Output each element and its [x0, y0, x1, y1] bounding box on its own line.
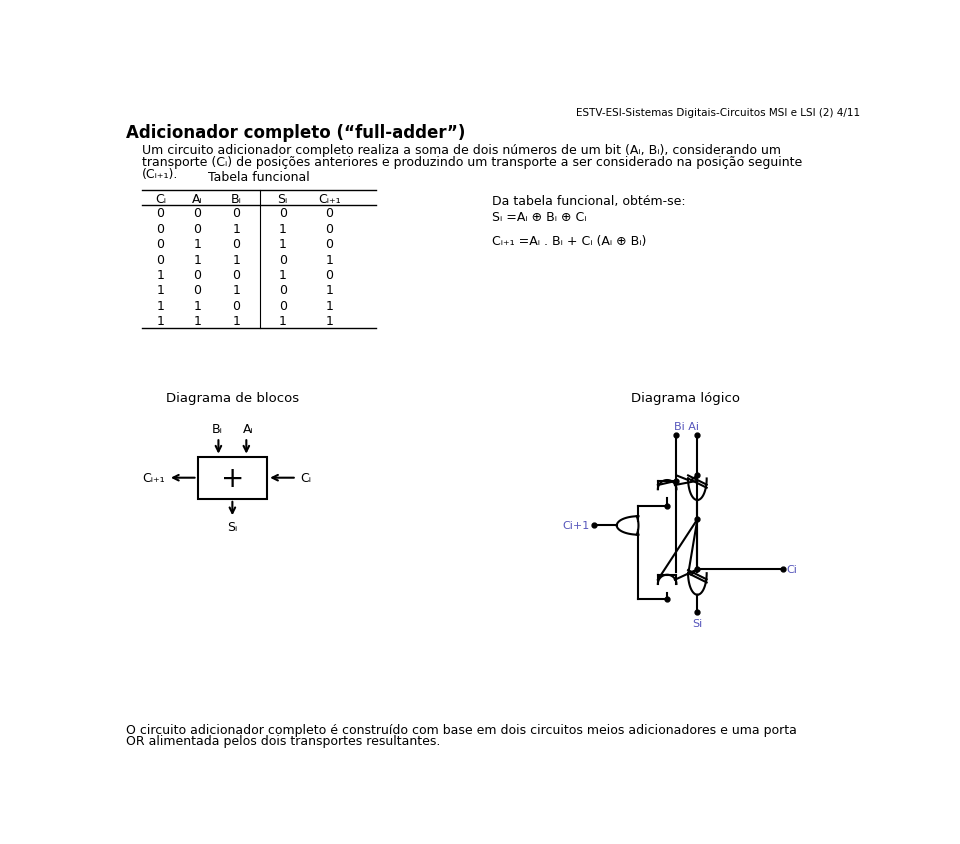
Text: 1: 1 [194, 300, 202, 312]
Text: Sᵢ: Sᵢ [228, 521, 237, 533]
Text: Cᵢ: Cᵢ [155, 192, 166, 205]
Text: 1: 1 [194, 253, 202, 266]
Text: OR alimentada pelos dois transportes resultantes.: OR alimentada pelos dois transportes res… [126, 734, 441, 747]
Text: 1: 1 [278, 238, 287, 251]
Text: Sᵢ: Sᵢ [277, 192, 288, 205]
Text: 1: 1 [156, 300, 164, 312]
Text: Cᵢ: Cᵢ [300, 472, 311, 484]
Text: transporte (Cᵢ) de posições anteriores e produzindo um transporte a ser consider: transporte (Cᵢ) de posições anteriores e… [142, 156, 802, 169]
Text: 1: 1 [232, 253, 240, 266]
Text: Diagrama de blocos: Diagrama de blocos [166, 392, 299, 405]
Text: Aᵢ: Aᵢ [243, 423, 253, 436]
Text: Bᵢ: Bᵢ [211, 423, 223, 436]
Text: Bi Ai: Bi Ai [675, 422, 700, 432]
Text: 0: 0 [278, 207, 287, 220]
Text: 1: 1 [278, 223, 287, 235]
Text: 0: 0 [278, 284, 287, 297]
Text: 0: 0 [156, 207, 164, 220]
Text: 1: 1 [156, 315, 164, 327]
Text: 0: 0 [232, 207, 240, 220]
Text: 0: 0 [325, 268, 333, 282]
Text: 0: 0 [194, 223, 202, 235]
Text: Diagrama lógico: Diagrama lógico [632, 392, 740, 405]
Text: Cᵢ₊₁ =Aᵢ . Bᵢ + Cᵢ (Aᵢ ⊕ Bᵢ): Cᵢ₊₁ =Aᵢ . Bᵢ + Cᵢ (Aᵢ ⊕ Bᵢ) [492, 235, 646, 248]
Text: 1: 1 [232, 223, 240, 235]
Text: Sᵢ =Aᵢ ⊕ Bᵢ ⊕ Cᵢ: Sᵢ =Aᵢ ⊕ Bᵢ ⊕ Cᵢ [492, 210, 587, 224]
Text: 0: 0 [278, 253, 287, 266]
Text: Tabela funcional: Tabela funcional [208, 170, 309, 184]
Text: 0: 0 [232, 300, 240, 312]
Text: 0: 0 [325, 207, 333, 220]
Text: 1: 1 [278, 315, 287, 327]
Text: 1: 1 [325, 300, 333, 312]
Text: 1: 1 [232, 284, 240, 297]
Text: Aᵢ: Aᵢ [192, 192, 203, 205]
Text: ESTV-ESI-Sistemas Digitais-Circuitos MSI e LSI (2) 4/11: ESTV-ESI-Sistemas Digitais-Circuitos MSI… [576, 107, 860, 117]
Text: 0: 0 [325, 238, 333, 251]
Text: +: + [221, 464, 244, 492]
Text: 0: 0 [156, 223, 164, 235]
Text: 0: 0 [194, 268, 202, 282]
Text: 1: 1 [194, 238, 202, 251]
Text: Adicionador completo (“full-adder”): Adicionador completo (“full-adder”) [126, 124, 466, 143]
Text: 1: 1 [325, 284, 333, 297]
Text: 0: 0 [156, 238, 164, 251]
Text: 0: 0 [156, 253, 164, 266]
Text: 1: 1 [194, 315, 202, 327]
Text: 0: 0 [232, 268, 240, 282]
Bar [198, 457, 267, 500]
Text: 1: 1 [156, 284, 164, 297]
Text: 0: 0 [278, 300, 287, 312]
Text: 1: 1 [325, 253, 333, 266]
Text: 0: 0 [232, 238, 240, 251]
Text: 0: 0 [325, 223, 333, 235]
Text: Um circuito adicionador completo realiza a soma de dois números de um bit (Aᵢ, B: Um circuito adicionador completo realiza… [142, 143, 780, 157]
Text: Cᵢ₊₁: Cᵢ₊₁ [318, 192, 341, 205]
Text: 0: 0 [194, 207, 202, 220]
Text: 1: 1 [278, 268, 287, 282]
Text: 1: 1 [325, 315, 333, 327]
Text: Si: Si [692, 618, 703, 628]
Text: (Cᵢ₊₁).: (Cᵢ₊₁). [142, 168, 178, 181]
Text: 0: 0 [194, 284, 202, 297]
Text: Ci: Ci [786, 565, 798, 575]
Text: Bᵢ: Bᵢ [230, 192, 242, 205]
Text: O circuito adicionador completo é construído com base em dois circuitos meios ad: O circuito adicionador completo é constr… [126, 722, 797, 736]
Text: Ci+1: Ci+1 [563, 521, 589, 531]
Text: 1: 1 [156, 268, 164, 282]
Text: 1: 1 [232, 315, 240, 327]
Text: Cᵢ₊₁: Cᵢ₊₁ [142, 472, 165, 484]
Text: Da tabela funcional, obtém-se:: Da tabela funcional, obtém-se: [492, 195, 685, 208]
